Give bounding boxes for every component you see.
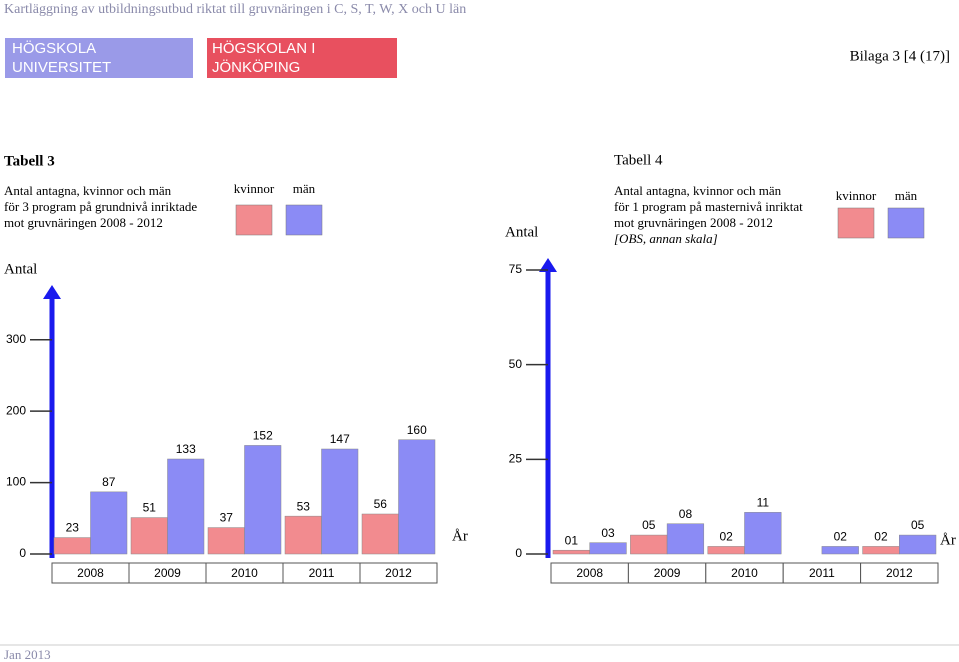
y-tick-label: 0 (515, 546, 522, 560)
chart-title: Tabell 3 (4, 153, 55, 169)
y-tick-label: 100 (6, 475, 26, 489)
legend-swatch (235, 204, 273, 236)
data-label: 23 (66, 521, 80, 535)
legend-label: kvinnor (836, 188, 877, 203)
y-tick-label: 50 (509, 357, 523, 371)
data-label: 56 (374, 497, 388, 511)
data-label: 03 (601, 526, 615, 540)
data-label: 160 (407, 423, 427, 437)
data-label: 11 (757, 496, 770, 510)
chart-subtitle: för 3 program på grundnivå inriktade (4, 199, 197, 214)
bar (167, 458, 205, 555)
y-tick-label: 200 (6, 403, 26, 417)
data-label: 147 (330, 432, 350, 446)
logo-left (5, 38, 193, 78)
bar (899, 534, 937, 555)
bar (284, 515, 322, 555)
legend-swatch (887, 207, 925, 239)
footer: Jan 2013 (4, 647, 51, 662)
bar (821, 546, 859, 555)
x-tick-label: 2010 (731, 566, 758, 580)
logo-text: UNIVERSITET (12, 59, 111, 76)
logo-right (207, 38, 397, 78)
bar (707, 546, 745, 555)
bar (630, 534, 668, 555)
category-box (860, 562, 939, 584)
data-label: 53 (297, 499, 311, 513)
page-ref: Bilaga 3 [4 (17)] (850, 48, 950, 64)
bar (130, 517, 168, 555)
x-axis-label: År (940, 532, 956, 548)
chart-subtitle: Antal antagna, kvinnor och män (4, 183, 172, 198)
x-tick-label: 2009 (654, 566, 681, 580)
x-tick-label: 2012 (886, 566, 913, 580)
bar (862, 546, 900, 555)
x-tick-label: 2011 (809, 566, 835, 580)
bar (552, 549, 590, 555)
bar (244, 445, 282, 555)
y-axis-label: Antal (4, 261, 37, 277)
annotation: [OBS, annan skala] (614, 231, 718, 246)
data-label: 152 (253, 429, 273, 443)
axis-arrow (43, 285, 61, 299)
data-label: 51 (143, 501, 157, 515)
chart-subtitle: mot gruvnäringen 2008 - 2012 (4, 215, 163, 230)
y-tick-label: 25 (509, 452, 523, 466)
data-label: 133 (176, 442, 196, 456)
data-label: 08 (679, 507, 693, 521)
x-tick-label: 2012 (385, 566, 412, 580)
logo-text: HÖGSKOLA (12, 39, 96, 57)
legend-label: män (895, 188, 918, 203)
bar (53, 537, 91, 555)
data-label: 02 (874, 530, 888, 544)
chart-subtitle: mot gruvnäringen 2008 - 2012 (614, 215, 773, 230)
bar (321, 448, 359, 555)
bar (666, 523, 705, 555)
bar (589, 542, 627, 555)
x-tick-label: 2008 (77, 566, 104, 580)
bar (207, 527, 245, 555)
legend-label: män (293, 181, 316, 196)
logo-text: JÖNKÖPING (212, 58, 300, 76)
data-label: 02 (719, 530, 733, 544)
bar (361, 513, 399, 555)
legend-label: kvinnor (234, 181, 275, 196)
bar (90, 491, 128, 555)
chart-subtitle: för 1 program på masternivå inriktat (614, 199, 803, 214)
y-tick-label: 300 (6, 332, 26, 346)
data-label: 87 (102, 475, 116, 489)
chart-title: Tabell 4 (614, 152, 663, 168)
chart-subtitle: Antal antagna, kvinnor och män (614, 183, 782, 198)
x-tick-label: 2009 (154, 566, 181, 580)
data-label: 01 (565, 533, 579, 547)
y-tick-label: 75 (509, 262, 523, 276)
x-tick-label: 2010 (231, 566, 258, 580)
bar (398, 439, 436, 555)
category-box (359, 562, 438, 584)
legend-swatch (837, 207, 875, 239)
legend-swatch (285, 204, 323, 236)
x-tick-label: 2011 (309, 566, 335, 580)
x-axis-label: År (452, 528, 468, 544)
data-label: 05 (911, 518, 925, 532)
running-title: Kartläggning av utbildningsutbud riktat … (4, 2, 466, 17)
data-label: 37 (220, 511, 234, 525)
logo-text: HÖGSKOLAN I (212, 39, 315, 57)
x-tick-label: 2008 (576, 566, 603, 580)
axis-arrow (539, 258, 557, 272)
bar (744, 512, 782, 555)
y-axis-label: Antal (505, 224, 538, 240)
data-label: 05 (642, 518, 656, 532)
data-label: 02 (834, 530, 848, 544)
y-tick-label: 0 (19, 546, 26, 560)
